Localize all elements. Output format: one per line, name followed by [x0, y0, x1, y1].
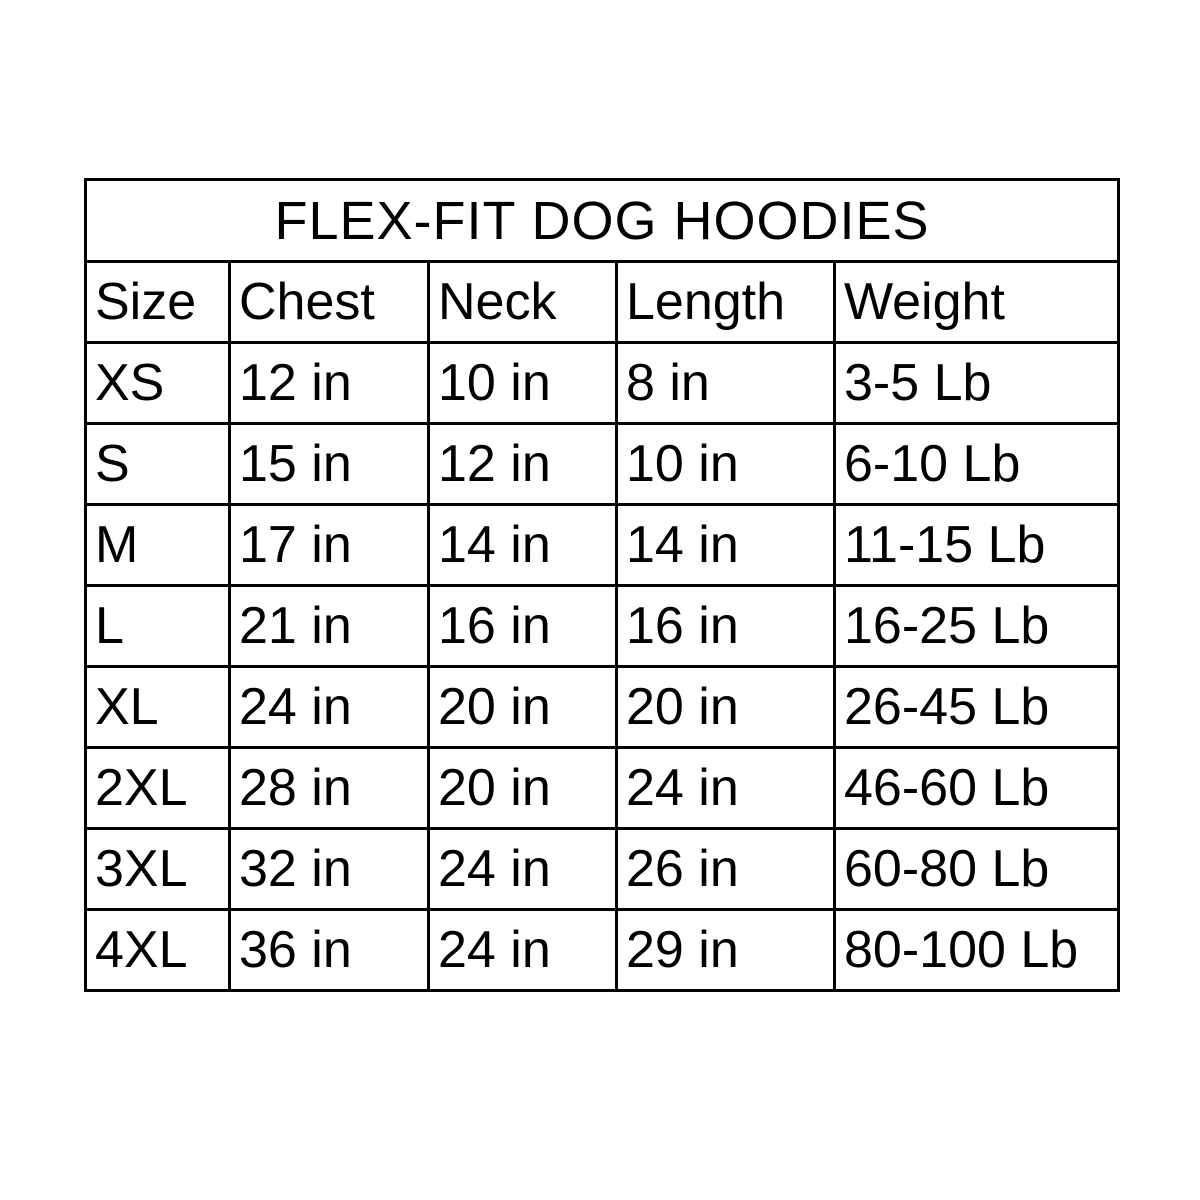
cell-size: L: [84, 584, 231, 668]
cell-chest: 17 in: [228, 503, 430, 587]
cell-size: XL: [84, 665, 231, 749]
table-row: L 21 in 16 in 16 in 16-25 Lb: [84, 584, 1121, 668]
cell-weight: 80-100 Lb: [832, 908, 1121, 992]
cell-size: S: [84, 422, 231, 506]
cell-neck: 20 in: [427, 665, 618, 749]
table-row: XS 12 in 10 in 8 in 3-5 Lb: [84, 341, 1121, 425]
cell-size: 3XL: [84, 827, 231, 911]
cell-neck: 10 in: [427, 341, 618, 425]
cell-neck: 24 in: [427, 827, 618, 911]
cell-weight: 6-10 Lb: [832, 422, 1121, 506]
size-chart-table: FLEX-FIT DOG HOODIES Size Chest Neck Length…: [83, 178, 1121, 992]
cell-weight: 26-45 Lb: [832, 665, 1121, 749]
table-row: 2XL 28 in 20 in 24 in 46-60 Lb: [84, 746, 1121, 830]
cell-weight: 16-25 Lb: [832, 584, 1121, 668]
cell-size: 2XL: [84, 746, 231, 830]
cell-neck: 12 in: [427, 422, 618, 506]
cell-size: 4XL: [84, 908, 231, 992]
title-row: FLEX-FIT DOG HOODIES: [83, 178, 1121, 263]
cell-chest: 36 in: [228, 908, 430, 992]
cell-length: 20 in: [615, 665, 836, 749]
column-header-length: Length: [615, 260, 836, 344]
cell-length: 26 in: [615, 827, 836, 911]
cell-size: XS: [84, 341, 231, 425]
cell-length: 29 in: [615, 908, 836, 992]
header-row: Size Chest Neck Length Weight: [84, 260, 1121, 344]
cell-length: 16 in: [615, 584, 836, 668]
cell-weight: 60-80 Lb: [832, 827, 1121, 911]
cell-chest: 28 in: [228, 746, 430, 830]
column-header-size: Size: [84, 260, 231, 344]
column-header-weight: Weight: [832, 260, 1121, 344]
table-body: XS 12 in 10 in 8 in 3-5 Lb S 15 in 12 in 10 in 6-…: [84, 341, 1121, 992]
cell-weight: 46-60 Lb: [832, 746, 1121, 830]
cell-chest: 24 in: [228, 665, 430, 749]
table-row: XL 24 in 20 in 20 in 26-45 Lb: [84, 665, 1121, 749]
table-row: S 15 in 12 in 10 in 6-10 Lb: [84, 422, 1121, 506]
column-header-neck: Neck: [427, 260, 618, 344]
cell-length: 24 in: [615, 746, 836, 830]
cell-length: 10 in: [615, 422, 836, 506]
cell-length: 8 in: [615, 341, 836, 425]
table-title: FLEX-FIT DOG HOODIES: [83, 178, 1121, 263]
cell-neck: 16 in: [427, 584, 618, 668]
cell-size: M: [84, 503, 231, 587]
cell-weight: 3-5 Lb: [832, 341, 1121, 425]
cell-neck: 14 in: [427, 503, 618, 587]
cell-weight: 11-15 Lb: [832, 503, 1121, 587]
cell-chest: 21 in: [228, 584, 430, 668]
table-row: M 17 in 14 in 14 in 11-15 Lb: [84, 503, 1121, 587]
cell-chest: 32 in: [228, 827, 430, 911]
cell-chest: 15 in: [228, 422, 430, 506]
table-row: 4XL 36 in 24 in 29 in 80-100 Lb: [84, 908, 1121, 992]
column-header-chest: Chest: [228, 260, 430, 344]
cell-chest: 12 in: [228, 341, 430, 425]
cell-neck: 24 in: [427, 908, 618, 992]
table-row: 3XL 32 in 24 in 26 in 60-80 Lb: [84, 827, 1121, 911]
cell-length: 14 in: [615, 503, 836, 587]
cell-neck: 20 in: [427, 746, 618, 830]
